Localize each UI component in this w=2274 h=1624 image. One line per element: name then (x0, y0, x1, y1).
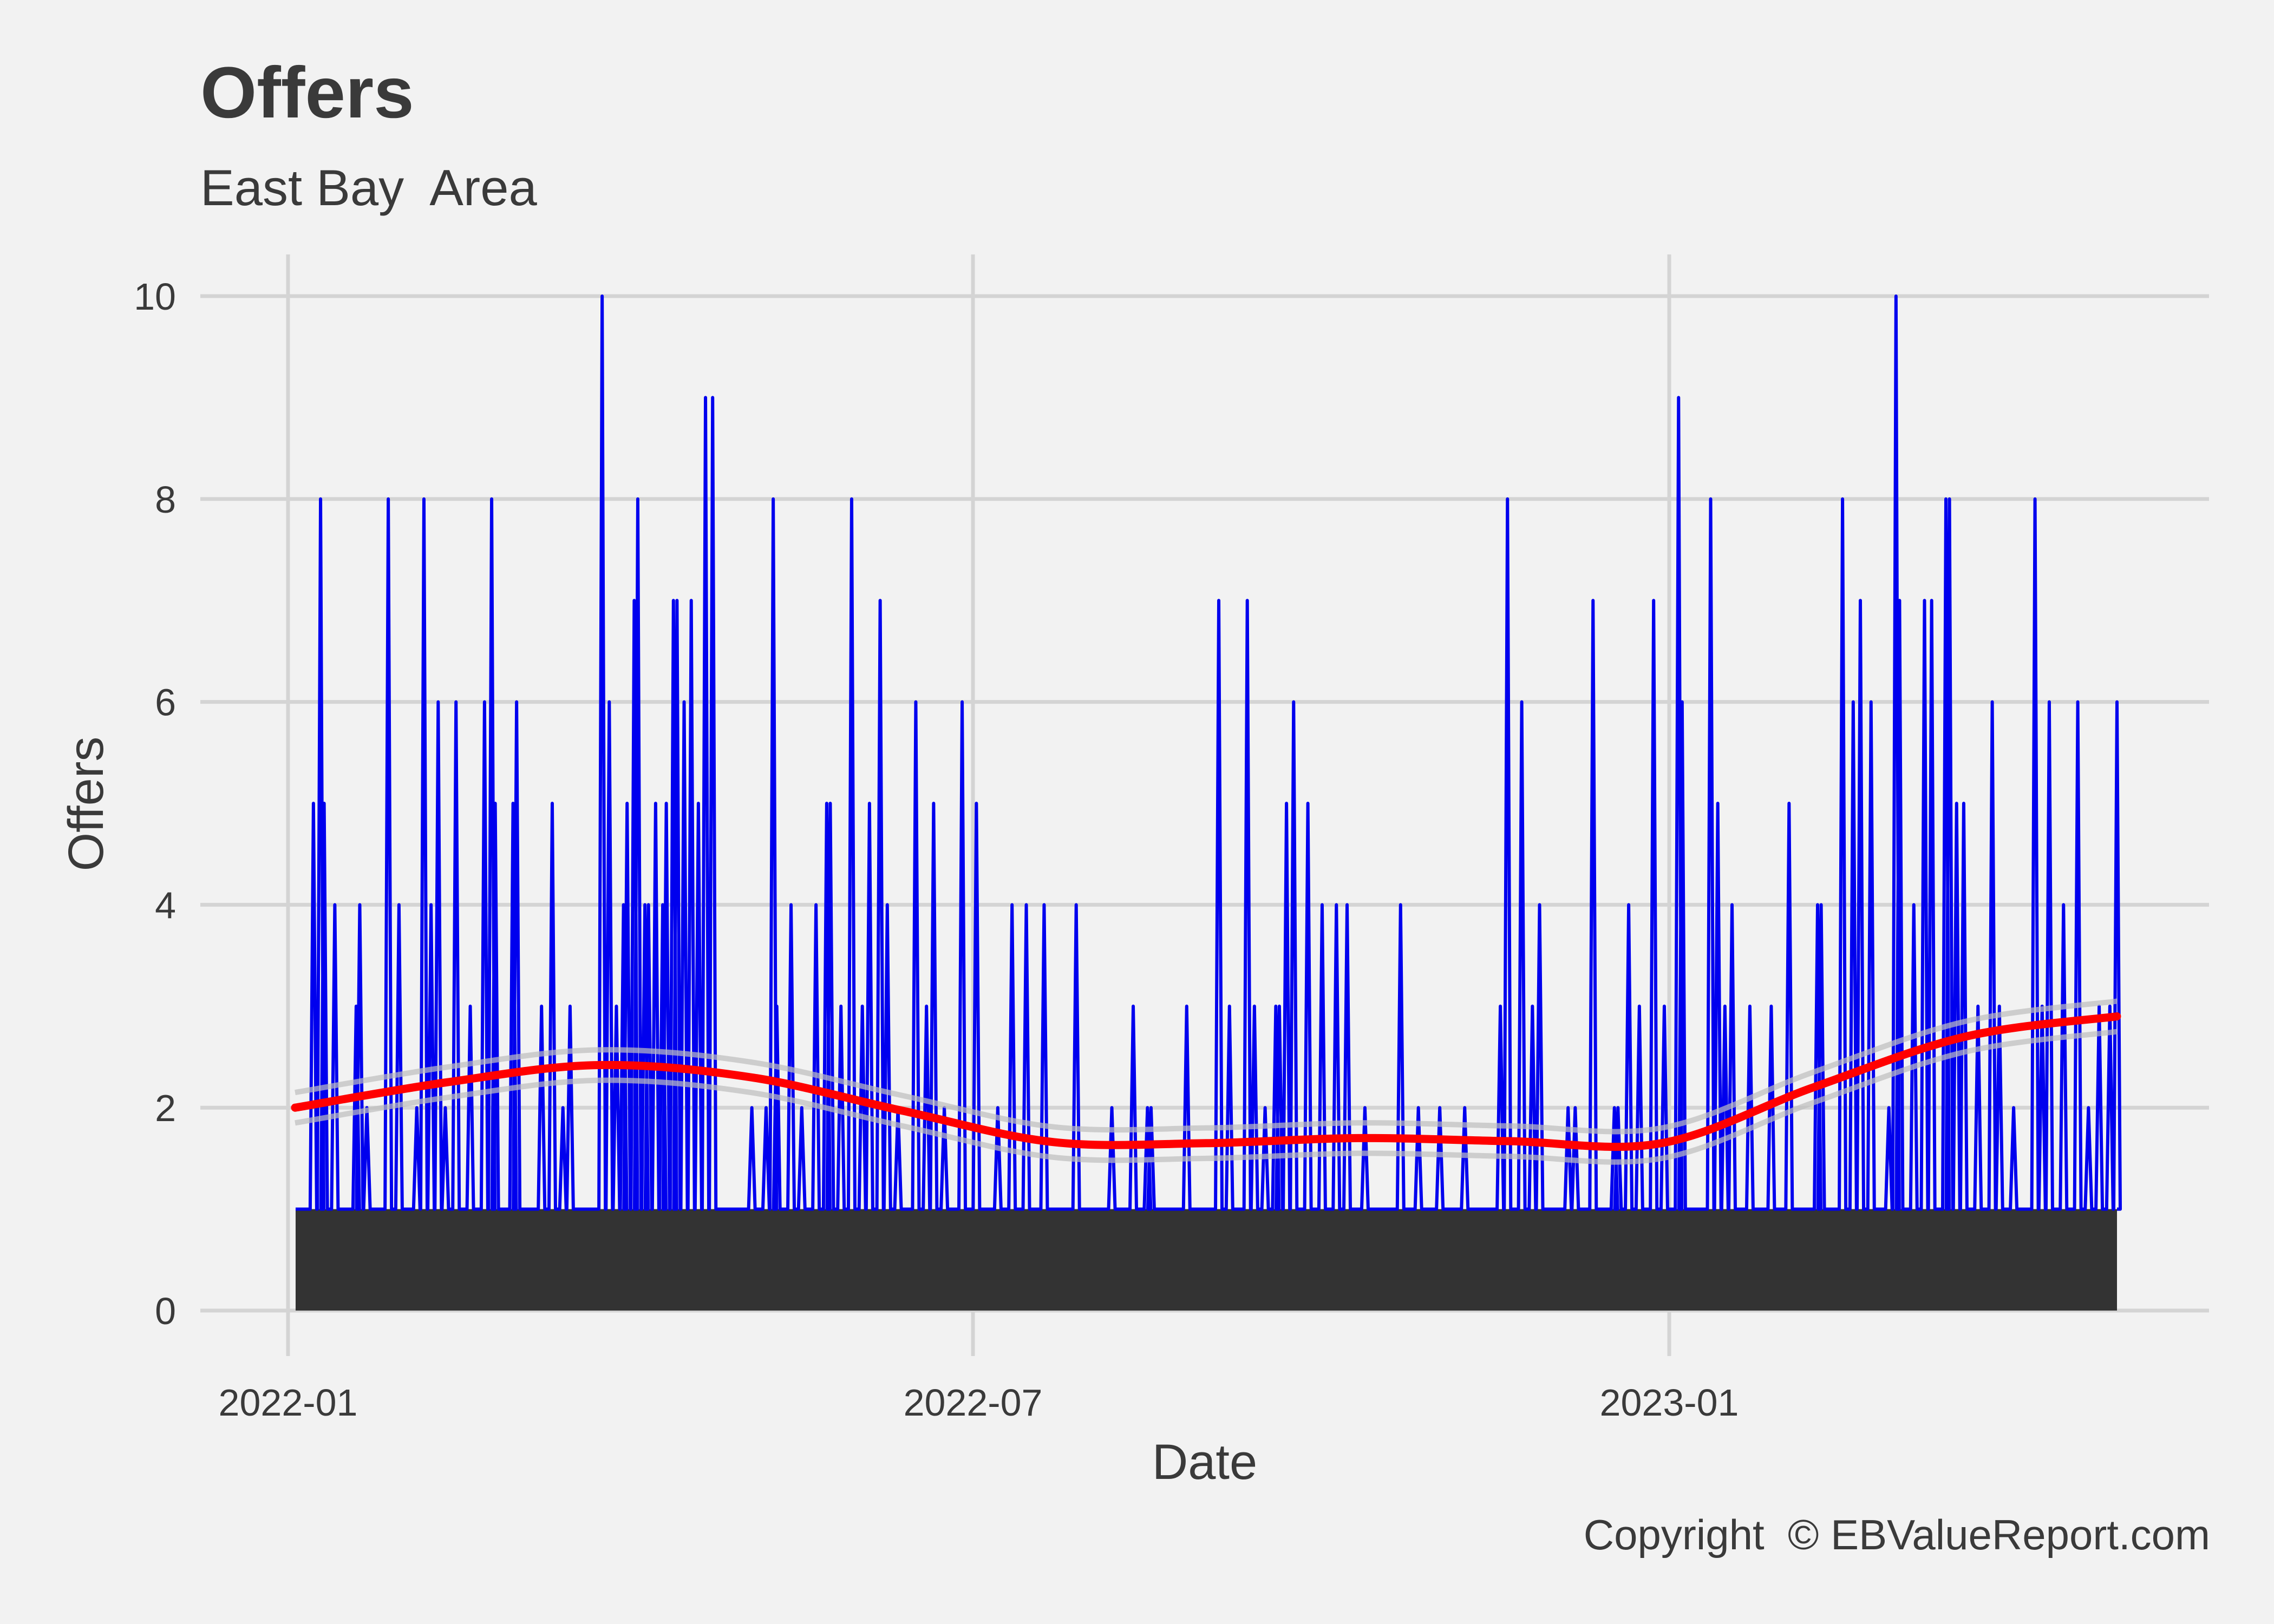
grid (200, 254, 2209, 1356)
y-axis-title: Offers (58, 737, 114, 872)
chart-title: Offers (200, 53, 414, 133)
smooth-ribbon-lower (295, 1029, 2118, 1165)
smooth-trend-line (291, 1012, 2121, 1151)
smooth-ribbon-layer (295, 998, 2118, 1165)
y-tick-label-10: 10 (134, 276, 176, 318)
y-tick-label-0: 0 (155, 1290, 176, 1332)
daily-base-area (295, 1209, 2118, 1311)
chart-subtitle: East Bay Area (200, 159, 537, 216)
copyright-caption: Copyright © EBValueReport.com (1583, 1511, 2210, 1558)
y-tick-label-2: 2 (155, 1087, 176, 1129)
base-area (295, 1209, 2118, 1311)
x-axis-ticks: 2022-01 2022-07 2023-01 (219, 1381, 1739, 1424)
y-tick-label-4: 4 (155, 884, 176, 926)
x-tick-label-2022-07: 2022-07 (904, 1381, 1043, 1424)
y-tick-label-8: 8 (155, 479, 176, 521)
x-tick-label-2022-01: 2022-01 (219, 1381, 358, 1424)
offers-line (295, 294, 2122, 1211)
x-axis-title: Date (1152, 1435, 1257, 1490)
y-tick-label-6: 6 (155, 682, 176, 724)
y-axis-ticks: 0 2 4 6 8 10 (134, 276, 176, 1332)
smooth-trend-layer (291, 1012, 2121, 1151)
x-tick-label-2023-01: 2023-01 (1600, 1381, 1739, 1424)
offers-line-series (295, 294, 2122, 1211)
smooth-ribbon-upper (295, 998, 2118, 1135)
